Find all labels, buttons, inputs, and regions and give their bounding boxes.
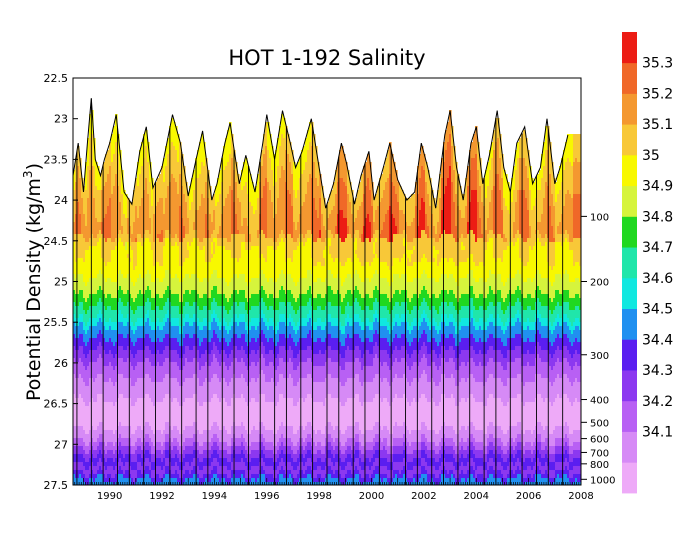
chart-title: HOT 1-192 Salinity xyxy=(228,46,425,70)
y-tick-label: 22.5 xyxy=(44,72,69,85)
x-tick-label: 2004 xyxy=(464,491,489,502)
x-tick-label: 1994 xyxy=(202,491,227,502)
depth-tick-label: 600 xyxy=(590,435,609,446)
colorbar-swatch xyxy=(622,400,637,432)
colorbar-label: 34.5 xyxy=(642,302,673,318)
colorbar-swatch xyxy=(622,154,637,187)
x-tick-label: 2006 xyxy=(516,491,541,502)
colorbar-label: 34.2 xyxy=(642,394,673,410)
colorbar-label: 34.6 xyxy=(642,271,673,287)
cruise-lines xyxy=(73,98,569,485)
colorbar-swatch xyxy=(622,124,637,156)
colorbar-label: 35.2 xyxy=(642,86,673,102)
depth-tick-label: 400 xyxy=(590,396,609,407)
y-tick-label: 24 xyxy=(54,194,68,207)
colorbar-swatch xyxy=(622,462,637,494)
y-tick-label: 26 xyxy=(54,357,68,370)
colorbar-label: 35.3 xyxy=(642,56,673,72)
y-tick-label: 27.5 xyxy=(44,479,69,492)
colorbar-label: 35 xyxy=(642,148,660,164)
colorbar-label: 34.4 xyxy=(642,332,673,348)
x-tick-label: 1992 xyxy=(149,491,174,502)
depth-tick-label: 500 xyxy=(590,418,609,429)
salinity-contour-fill xyxy=(73,110,581,485)
depth-tick-label: 100 xyxy=(590,212,609,223)
colorbar-swatch xyxy=(622,370,637,402)
depth-tick-label: 300 xyxy=(590,351,609,362)
colorbar-swatch xyxy=(622,62,637,94)
x-tick-label: 2000 xyxy=(359,491,384,502)
x-axis: 1990 1992 1994 1996 1998 2000 2002 2004 2006 2008 xyxy=(74,478,594,502)
x-tick-label: 1996 xyxy=(254,491,279,502)
colorbar-swatch xyxy=(622,247,637,279)
depth-tick-label: 700 xyxy=(590,448,609,459)
depth-tick-label: 200 xyxy=(590,278,609,289)
y-tick-label: 24.5 xyxy=(44,235,69,248)
depth-tick-label: 800 xyxy=(590,460,609,471)
colorbar-legend: 34.1 34.2 34.3 34.4 34.5 34.6 34.7 34.8 34.9 35 35… xyxy=(622,32,673,494)
x-tick-label: 2002 xyxy=(411,491,436,502)
colorbar-swatch xyxy=(622,339,637,371)
y-tick-label: 27 xyxy=(54,438,68,451)
y-axis: 22.5 23 23.5 24 24.5 25 25.5 26 26.5 27 27.5 xyxy=(44,72,78,492)
colorbar-label: 34.8 xyxy=(642,209,673,225)
x-tick-label: 1998 xyxy=(306,491,331,502)
colorbar-swatch xyxy=(622,308,637,340)
colorbar-swatch xyxy=(622,32,637,64)
depth-tick-label: 1000 xyxy=(590,475,615,486)
y-tick-label: 25.5 xyxy=(44,316,69,329)
x-tick-label: 1990 xyxy=(97,491,122,502)
x-tick-label: 2008 xyxy=(568,491,593,502)
colorbar-label: 34.7 xyxy=(642,240,673,256)
colorbar-label: 34.3 xyxy=(642,363,673,379)
colorbar-swatch xyxy=(622,216,637,248)
y-axis-label: Potential Density (kg/m3) xyxy=(21,163,45,401)
colorbar-label: 34.9 xyxy=(642,179,673,195)
colorbar-label: 35.1 xyxy=(642,117,673,133)
colorbar-swatch xyxy=(622,185,637,217)
y-tick-label: 23 xyxy=(54,113,68,126)
y-tick-label: 26.5 xyxy=(44,398,69,411)
y-tick-label: 25 xyxy=(54,276,68,289)
colorbar-swatch xyxy=(622,431,637,463)
y-tick-label: 23.5 xyxy=(44,153,69,166)
colorbar-label: 34.1 xyxy=(642,425,673,441)
colorbar-swatch xyxy=(622,277,637,309)
colorbar-swatch xyxy=(622,93,637,125)
